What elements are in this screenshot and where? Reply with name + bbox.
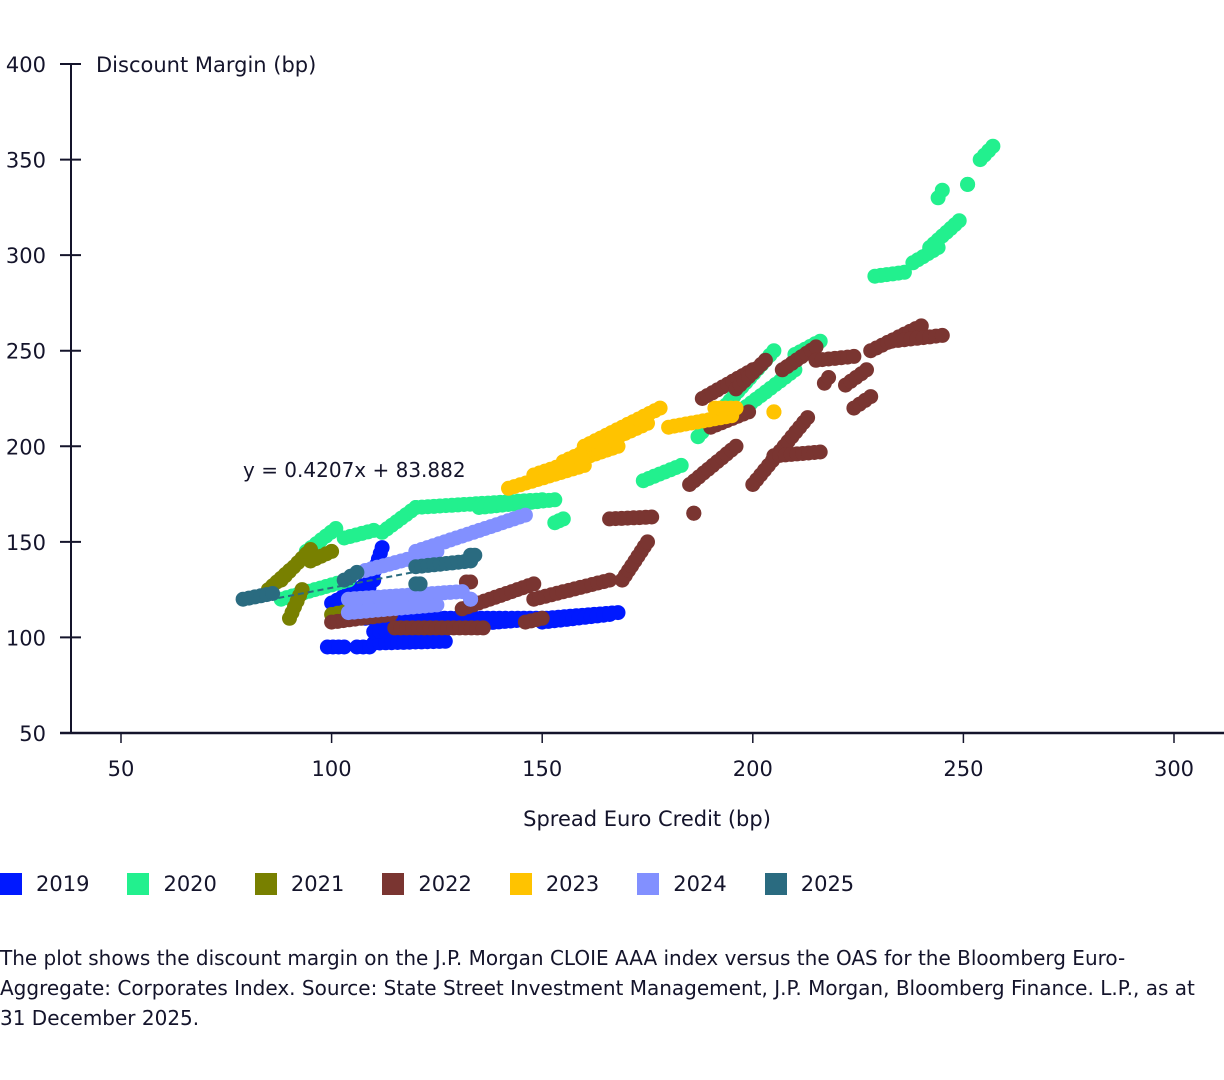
legend-swatch-2019	[0, 873, 22, 895]
legend-swatch-2020	[127, 873, 150, 895]
y-tick-label: 150	[6, 531, 46, 555]
x-tick-label: 250	[943, 757, 983, 781]
series-2022	[324, 318, 950, 636]
legend-label: 2019	[36, 872, 90, 896]
y-axis-title: Discount Margin (bp)	[96, 53, 316, 77]
legend-swatch-2023	[509, 873, 532, 895]
y-tick-label: 100	[6, 626, 46, 650]
y-axis-ticks: 50 100 150 200 250 300 350 400	[6, 53, 81, 746]
series-2025	[235, 547, 483, 607]
legend-item-2025[interactable]: 2025	[764, 872, 855, 896]
series-2020	[273, 138, 1001, 607]
legend-label: 2022	[418, 872, 472, 896]
x-tick-label: 150	[522, 757, 562, 781]
legend-label: 2021	[290, 872, 345, 896]
series-2023	[501, 400, 782, 496]
legend-item-2024[interactable]: 2024	[637, 872, 727, 896]
x-tick-label: 200	[733, 757, 773, 781]
trendline	[268, 566, 438, 601]
x-tick-label: 100	[312, 757, 352, 781]
legend-label: 2024	[673, 872, 727, 896]
legend-item-2020[interactable]: 2020	[127, 872, 217, 896]
x-tick-label: 300	[1154, 757, 1194, 781]
legend-label: 2020	[163, 872, 217, 896]
legend-item-2023[interactable]: 2023	[509, 872, 600, 896]
legend-label: 2023	[545, 872, 600, 896]
trendline-equation: y = 0.4207x + 83.882	[243, 458, 466, 482]
scatter-chart: 50 100 150 200 250 300 350 400 50 100 150 200 250 30…	[6, 53, 1224, 831]
legend-swatch-2021	[254, 873, 277, 895]
y-tick-label: 300	[6, 244, 46, 268]
x-axis-ticks: 50 100 150 200 250 300	[108, 733, 1194, 781]
y-tick-label: 350	[6, 149, 46, 173]
y-tick-label: 200	[6, 435, 46, 459]
y-tick-label: 250	[6, 340, 46, 364]
legend-swatch-2024	[637, 873, 660, 895]
legend-item-2021[interactable]: 2021	[254, 872, 345, 896]
legend-swatch-2025	[764, 873, 787, 895]
data-points	[235, 138, 1001, 655]
legend-item-2022[interactable]: 2022	[382, 872, 472, 896]
legend-label: 2025	[800, 872, 855, 896]
legend-item-2019[interactable]: 2019	[0, 872, 89, 896]
y-tick-label: 400	[6, 53, 46, 77]
y-tick-label: 50	[19, 722, 46, 746]
legend: 2019 2020 2021 2022 2023 2024 2025	[0, 872, 892, 896]
x-tick-label: 50	[108, 757, 135, 781]
chart-caption: The plot shows the discount margin on th…	[0, 946, 1195, 1030]
x-axis-title: Spread Euro Credit (bp)	[523, 807, 771, 831]
legend-swatch-2022	[382, 873, 405, 895]
